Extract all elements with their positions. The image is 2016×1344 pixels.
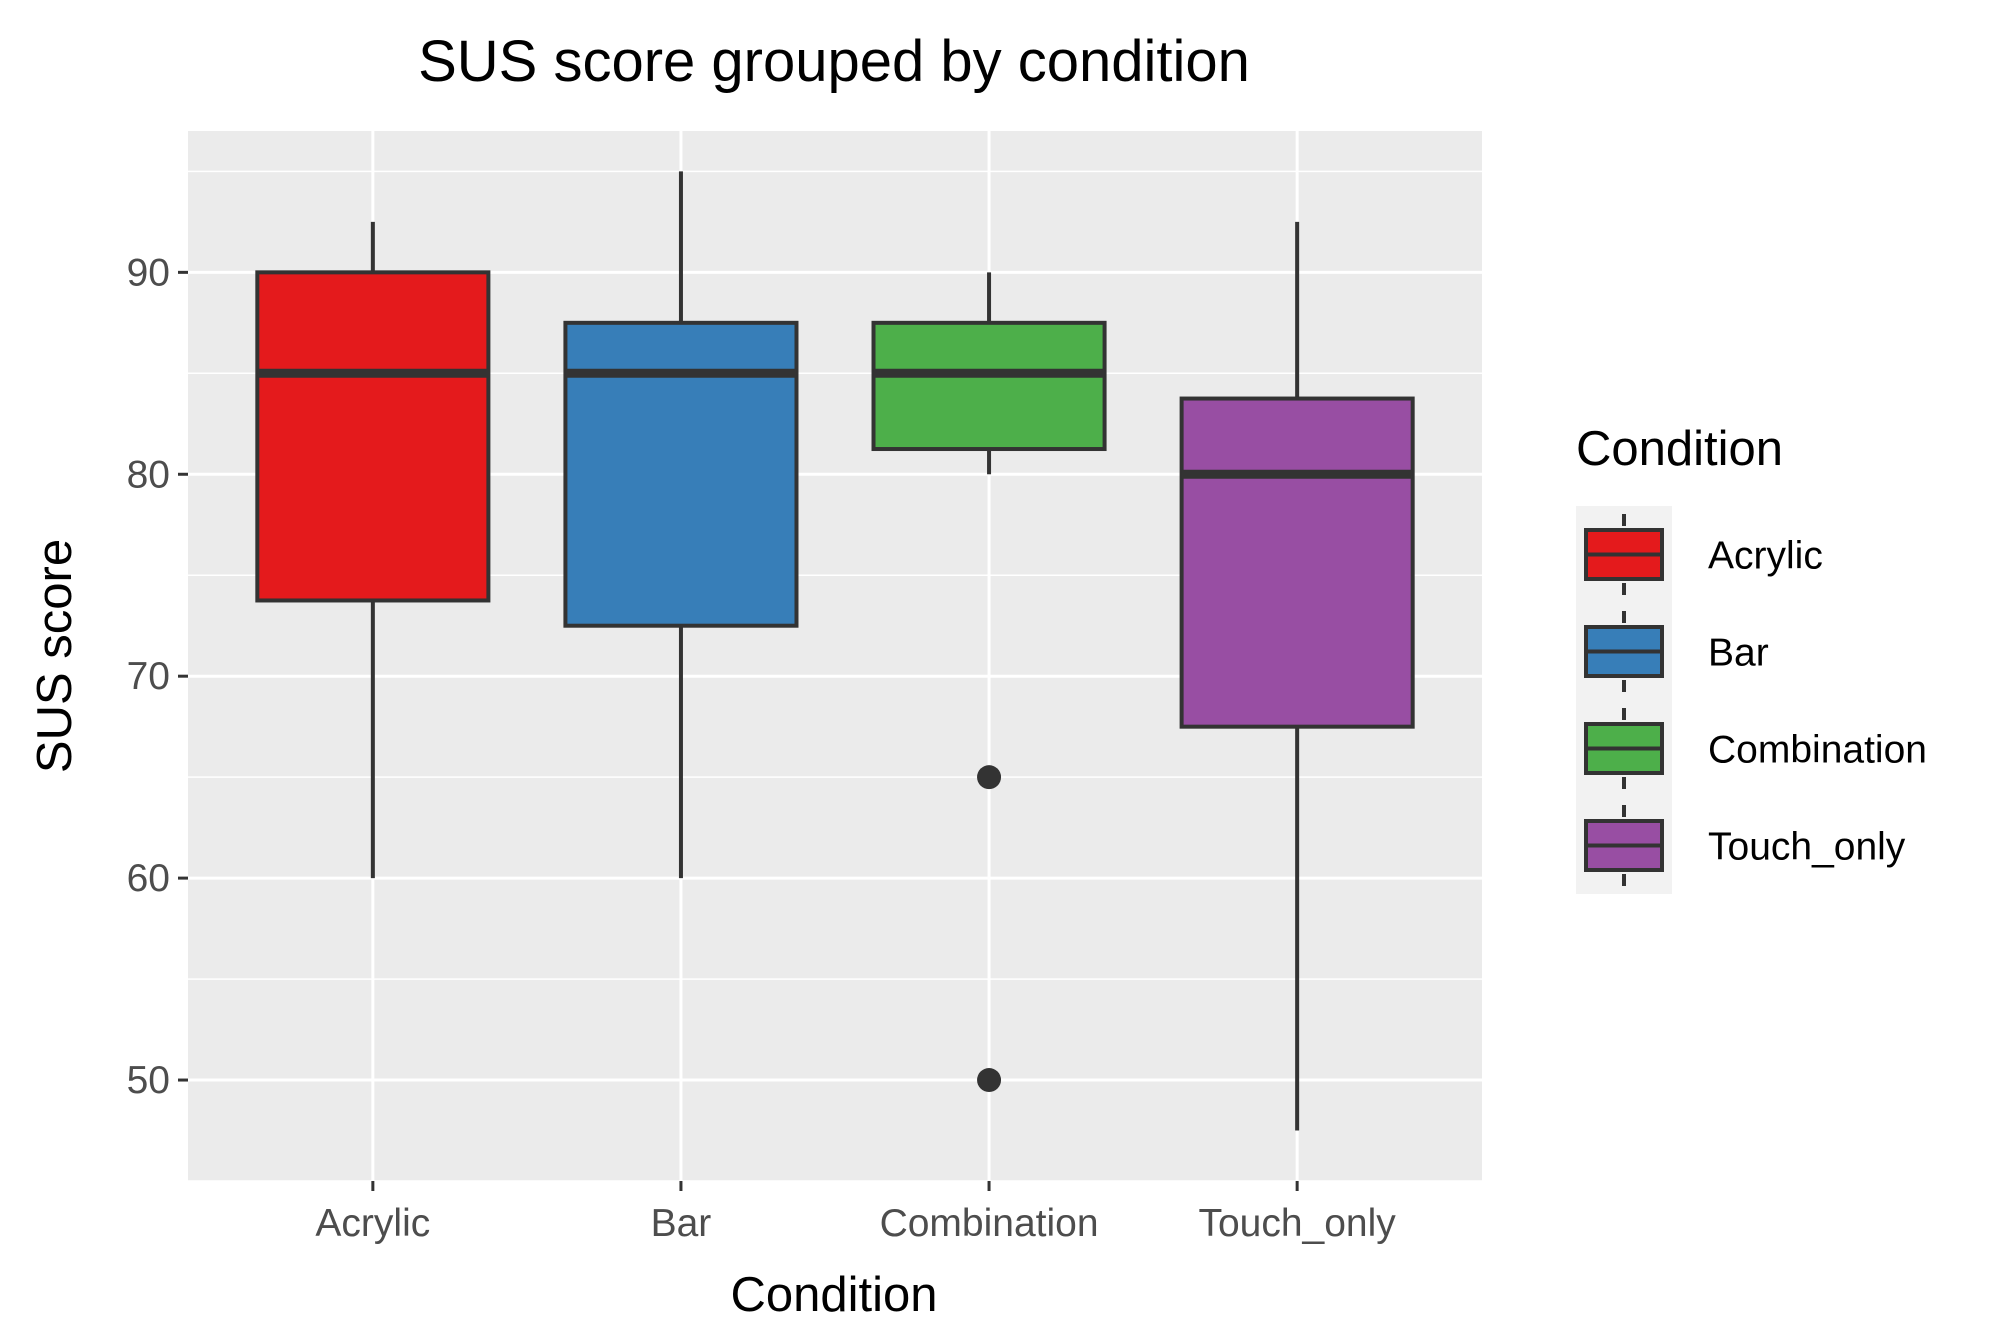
legend-title: Condition [1576, 422, 1783, 476]
y-tick-label: 50 [127, 1059, 170, 1102]
boxes [255, 171, 1415, 1131]
chart-title: SUS score grouped by condition [418, 29, 1250, 94]
box-acrylic [255, 221, 491, 879]
y-tick-label: 80 [127, 453, 170, 496]
box-iqr [871, 320, 1107, 452]
outlier-point [977, 765, 1002, 790]
box-bar [563, 171, 799, 879]
y-tick-label: 70 [127, 655, 170, 698]
legend: Condition Acrylic Bar Combination Touch_onl… [1576, 422, 1927, 894]
legend-item-combination: Combination [1584, 708, 1927, 789]
legend-item-bar: Bar [1584, 611, 1769, 692]
x-tick-label: Bar [651, 1202, 712, 1245]
legend-item-acrylic: Acrylic [1584, 514, 1823, 595]
legend-label: Bar [1708, 632, 1769, 675]
x-tick-label: Acrylic [315, 1202, 430, 1245]
y-axis-title: SUS score [28, 539, 82, 773]
x-axis: Acrylic Bar Combination Touch_only [315, 1181, 1396, 1245]
x-tick-label: Combination [880, 1202, 1099, 1245]
box-combination [871, 272, 1107, 1093]
y-tick-label: 60 [127, 857, 170, 900]
legend-label: Touch_only [1708, 826, 1906, 869]
legend-item-touch-only: Touch_only [1584, 805, 1906, 886]
legend-label: Combination [1708, 729, 1927, 772]
box-iqr [255, 270, 491, 603]
y-tick-label: 90 [127, 251, 170, 294]
box-iqr [563, 320, 799, 628]
x-axis-title: Condition [730, 1268, 937, 1322]
legend-label: Acrylic [1708, 535, 1823, 578]
box-touch-only [1179, 221, 1415, 1131]
box-iqr [1179, 396, 1415, 729]
y-axis: 50 60 70 80 90 [127, 251, 188, 1102]
outlier-point [977, 1068, 1002, 1093]
x-tick-label: Touch_only [1198, 1202, 1396, 1245]
